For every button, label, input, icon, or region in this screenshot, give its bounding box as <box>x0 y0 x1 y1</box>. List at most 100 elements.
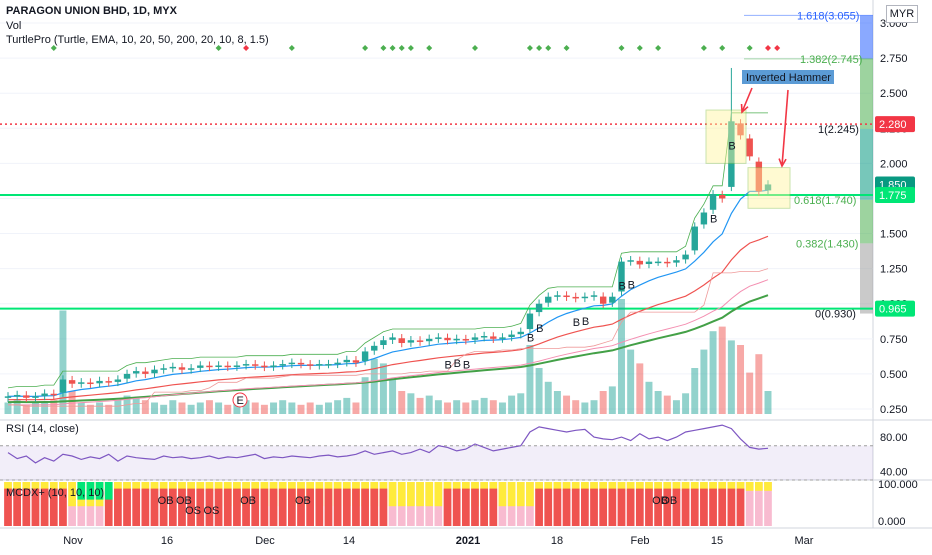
candle-body <box>187 368 195 370</box>
mcdx-bar-banker <box>736 488 745 526</box>
signal-diamond <box>398 45 405 51</box>
candle-body <box>4 396 12 398</box>
mcdx-bar-banker <box>214 488 223 526</box>
volume-bar <box>343 397 351 414</box>
candle-body <box>261 365 268 368</box>
buy-signal-label: B <box>728 140 735 152</box>
mcdx-bar-banker <box>59 488 67 526</box>
mcdx-bar-hotmoney <box>516 482 525 507</box>
volume-bar <box>389 379 397 414</box>
volume-bar <box>325 402 332 414</box>
candle-body <box>270 365 277 367</box>
candle-body <box>151 369 158 374</box>
volume-bar <box>581 402 589 414</box>
mcdx-marker-label: OS <box>185 505 201 517</box>
candle-body <box>755 161 763 192</box>
volume-bar <box>160 404 168 414</box>
volume-bar <box>50 400 58 414</box>
rsi-line <box>7 424 769 464</box>
mcdx-bar-banker <box>352 488 360 526</box>
mcdx-bar-banker <box>599 488 608 526</box>
mcdx-bar-green <box>95 482 104 500</box>
mcdx-bar-hotmoney <box>764 482 772 491</box>
volume-bar <box>297 404 305 414</box>
candle-body <box>68 380 76 384</box>
mcdx-bar-banker <box>663 488 672 526</box>
mcdx-bar-hotmoney <box>150 482 159 491</box>
buy-signal-label: B <box>573 317 580 329</box>
volume-bar <box>288 402 296 414</box>
currency-button[interactable]: MYR <box>886 5 918 23</box>
price-tick-label: 1.500 <box>880 229 908 241</box>
vol-legend: Vol <box>6 20 22 32</box>
mcdx-bar-banker <box>288 488 296 526</box>
mcdx-bar-banker <box>681 488 690 526</box>
candle-body <box>590 295 598 297</box>
mcdx-bar-hotmoney <box>40 482 49 491</box>
volume-bar <box>425 395 433 414</box>
mcdx-bar-banker <box>114 488 122 526</box>
volume-bar <box>41 402 49 414</box>
buy-signal-label: B <box>454 358 461 370</box>
candle-body <box>444 337 451 341</box>
mcdx-bar-banker <box>590 488 598 526</box>
mcdx-bar-banker <box>617 488 626 526</box>
candle-body <box>453 338 460 341</box>
candle-body <box>380 340 387 345</box>
mcdx-bar-hotmoney <box>132 482 141 491</box>
signal-diamond <box>618 45 625 51</box>
mcdx-bar-banker <box>690 488 699 526</box>
mcdx-bar-banker <box>718 488 727 526</box>
ema-200-line <box>8 279 769 406</box>
mcdx-bar-hotmoney <box>672 482 681 491</box>
candle-body <box>233 365 241 367</box>
signal-diamond <box>362 45 369 51</box>
mcdx-bar-banker <box>22 488 31 526</box>
mcdx-bar-hotmoney <box>31 482 40 491</box>
mcdx-bar-banker <box>4 488 12 526</box>
mcdx-bar-banker <box>141 488 150 526</box>
candle-body <box>325 364 332 366</box>
mcdx-bar-hotmoney <box>635 482 644 491</box>
fib-zone <box>860 58 873 130</box>
candle-body <box>654 261 662 264</box>
mcdx-bar-banker <box>672 488 681 526</box>
candle-body <box>609 296 616 303</box>
mcdx-bar-hotmoney <box>581 482 589 491</box>
volume-bar <box>471 400 479 414</box>
ema-50-line <box>7 294 769 404</box>
rsi-legend: RSI (14, close) <box>6 423 79 435</box>
volume-bar <box>636 363 644 414</box>
mcdx-bar-hotmoney <box>718 482 727 491</box>
mcdx-bar-hotmoney <box>159 482 168 491</box>
volume-bar <box>746 372 754 414</box>
volume-bar <box>737 345 745 414</box>
candle-body <box>599 296 607 304</box>
candle-body <box>636 260 644 265</box>
signal-diamond <box>526 45 533 51</box>
candle-body <box>224 365 231 368</box>
mcdx-bar-banker <box>471 488 479 526</box>
volume-bar <box>86 404 94 414</box>
volume-bar <box>563 395 571 414</box>
mcdx-bar-banker <box>168 488 177 526</box>
price-tag <box>875 186 915 203</box>
volume-bar <box>242 400 250 414</box>
rsi-tick-label: 40.00 <box>880 466 908 478</box>
mcdx-bar-banker <box>333 488 342 526</box>
rsi-tick-label: 80.00 <box>880 432 908 444</box>
candle-body <box>23 395 30 398</box>
mcdx-bar-banker <box>626 488 635 526</box>
mcdx-bar-retail <box>754 482 763 526</box>
price-tag-label: 2.280 <box>879 119 907 131</box>
volume-bar <box>544 381 552 414</box>
volume-bar <box>315 404 323 414</box>
candle-body <box>526 313 534 330</box>
volume-bar <box>691 368 699 414</box>
mcdx-bar-hotmoney <box>745 482 754 491</box>
candle-body <box>252 364 259 366</box>
time-tick-label: 15 <box>711 535 723 547</box>
mcdx-bar-banker <box>379 488 388 526</box>
